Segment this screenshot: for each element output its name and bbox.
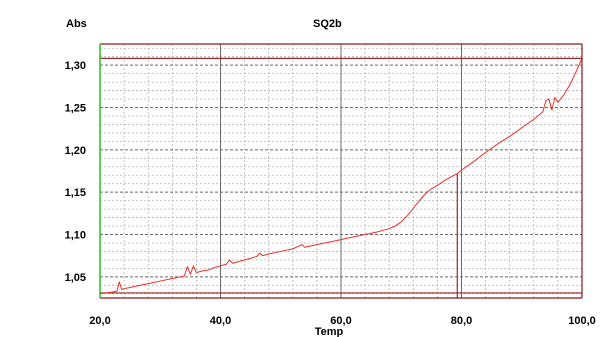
y-axis-label: Abs	[66, 18, 87, 30]
x-tick-label: 40,0	[210, 315, 231, 327]
y-tick-label: 1,30	[65, 60, 86, 72]
series-line-0	[99, 58, 583, 295]
y-tick-labels: 1,05 1,10 1,15 1,20 1,25 1,30	[65, 60, 86, 284]
y-tick-label: 1,10	[65, 230, 86, 242]
x-axis-label: Temp	[315, 326, 344, 337]
x-tick-label: 60,0	[330, 315, 351, 327]
y-tick-label: 1,15	[65, 187, 86, 199]
series-layer	[99, 58, 583, 295]
x-tick-label: 80,0	[451, 315, 472, 327]
reference-lines	[100, 57, 582, 298]
chart-title: SQ2b	[313, 18, 342, 30]
x-tick-labels: 20,0 40,0 60,0 80,0 100,0	[89, 315, 595, 327]
y-tick-label: 1,05	[65, 272, 86, 284]
y-tick-label: 1,20	[65, 145, 86, 157]
y-tick-label: 1,25	[65, 103, 86, 115]
x-tick-label: 100,0	[568, 315, 596, 327]
x-tick-label: 20,0	[89, 315, 110, 327]
plot-frame	[99, 43, 583, 299]
